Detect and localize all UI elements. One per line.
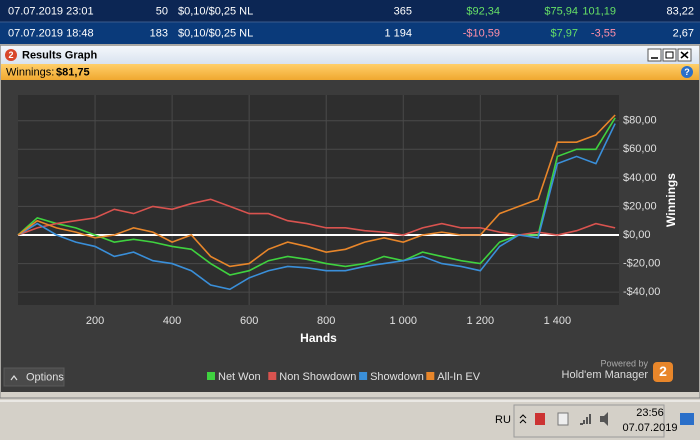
app-icon-text: 2 xyxy=(8,50,13,60)
language: RU xyxy=(495,414,511,426)
clock-date: 07.07.2019 xyxy=(622,422,677,434)
legend-swatch xyxy=(207,372,215,380)
winnings-label: Winnings: xyxy=(6,66,54,78)
series-line xyxy=(17,198,616,236)
legend-swatch xyxy=(426,372,435,380)
maximize-button[interactable] xyxy=(662,48,677,62)
maximize-glyph xyxy=(665,51,674,59)
chart: 200 400 600 800 1 000 1 200 1 400 -$40,00 -$20,0… xyxy=(17,95,678,383)
window-title: Results Graph xyxy=(22,49,97,61)
winnings-value: $81,75 xyxy=(56,66,90,78)
table-cell: 1 194 xyxy=(384,27,412,39)
series-line xyxy=(17,114,616,268)
y-tick-label: -$20,00 xyxy=(623,257,660,269)
options-label: Options xyxy=(26,371,64,383)
series-line xyxy=(17,123,616,291)
powered-by: Powered by xyxy=(600,358,648,368)
table-cell: $0,10/$0,25 NL xyxy=(178,27,253,39)
x-tick-label: 1 400 xyxy=(544,315,572,327)
show-desktop[interactable] xyxy=(680,413,694,425)
table-cell: 07.07.2019 23:01 xyxy=(8,5,94,17)
plot-area xyxy=(18,95,619,305)
y-tick-label: $80,00 xyxy=(623,115,657,127)
taskbar xyxy=(0,401,700,440)
table-cell: 183 xyxy=(150,27,168,39)
x-tick-label: 1 000 xyxy=(389,315,417,327)
product-logo-text: 2 xyxy=(659,363,667,379)
product-logo xyxy=(653,362,673,382)
y-tick-label: -$40,00 xyxy=(623,286,660,298)
y-tick-label: $0,00 xyxy=(623,229,651,241)
table-cell: 2,67 xyxy=(673,27,694,39)
help-text: ? xyxy=(684,67,690,77)
legend-label: Showdown xyxy=(370,371,424,383)
table-cell: 07.07.2019 18:48 xyxy=(8,27,94,39)
tray-signal[interactable] xyxy=(580,414,591,425)
table-cell: 50 xyxy=(156,5,168,17)
table-cell: 101,19 xyxy=(582,5,616,17)
minimize-button[interactable] xyxy=(647,48,662,62)
help-icon[interactable] xyxy=(681,66,693,78)
tray-icon[interactable] xyxy=(557,412,569,426)
winnings-bar xyxy=(1,64,699,80)
x-tick-label: 400 xyxy=(163,315,181,327)
tray-expand[interactable] xyxy=(519,414,527,424)
title-bar xyxy=(1,46,699,64)
table-cell: -$10,59 xyxy=(463,27,500,39)
product-name: Hold'em Manager xyxy=(562,369,649,381)
table-cell: $75,94 xyxy=(544,5,578,17)
table-cell: -3,55 xyxy=(591,27,616,39)
table-cell: $92,34 xyxy=(466,5,500,17)
x-tick-label: 800 xyxy=(317,315,335,327)
tray xyxy=(513,404,665,438)
y-tick-label: $20,00 xyxy=(623,200,657,212)
x-axis-title: Hands xyxy=(300,331,337,345)
tray-icon[interactable] xyxy=(535,413,545,425)
table-cell: $7,97 xyxy=(550,27,578,39)
legend-label: Net Won xyxy=(218,371,261,383)
y-tick-label: $40,00 xyxy=(623,172,657,184)
options-arrow xyxy=(10,375,18,381)
table-row xyxy=(0,0,700,22)
table-cell: 365 xyxy=(394,5,412,17)
table-cell: 83,22 xyxy=(666,5,694,17)
table: 07.07.2019 23:01 50 $0,10/$0,25 NL 365 $92,3… xyxy=(0,0,700,44)
window-buttons xyxy=(647,48,692,62)
table-row xyxy=(0,22,700,44)
y-axis-title: Winnings xyxy=(664,173,678,227)
legend-label: All-In EV xyxy=(437,371,480,383)
clock-time: 23:56 xyxy=(636,407,664,419)
tray-volume[interactable] xyxy=(600,412,608,426)
x-tick-label: 1 200 xyxy=(467,315,495,327)
options-button[interactable] xyxy=(3,367,65,387)
x-tick-label: 600 xyxy=(240,315,258,327)
close-glyph xyxy=(680,51,689,59)
legend-label: Non Showdown xyxy=(279,371,356,383)
legend-swatch xyxy=(359,372,368,380)
y-tick-label: $60,00 xyxy=(623,143,657,155)
app-icon xyxy=(5,49,17,61)
table-cell: $0,10/$0,25 NL xyxy=(178,5,253,17)
x-tick-label: 200 xyxy=(86,315,104,327)
legend-swatch xyxy=(268,372,277,380)
